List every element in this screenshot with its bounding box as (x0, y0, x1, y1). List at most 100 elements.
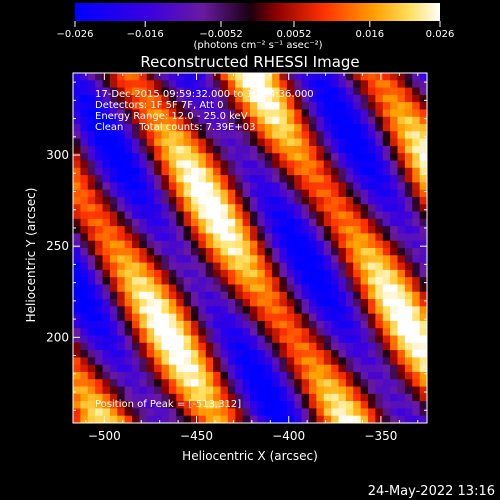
heatmap-cell (154, 306, 162, 315)
heatmap-cell (117, 138, 126, 147)
heatmap-cell (183, 393, 192, 402)
heatmap-cell (353, 401, 362, 409)
heatmap-cell (368, 145, 376, 154)
heatmap-cell (139, 350, 148, 358)
heatmap-cell (117, 415, 126, 423)
heatmap-cell (323, 277, 332, 285)
heatmap-cell (213, 73, 221, 81)
heatmap-cell (353, 80, 362, 88)
heatmap-cell (390, 277, 398, 285)
heatmap-cell (412, 335, 421, 344)
heatmap-cell (331, 131, 339, 140)
heatmap-cell (294, 299, 303, 307)
heatmap-cell (301, 233, 310, 242)
heatmap-cell (316, 109, 325, 118)
heatmap-cell (117, 342, 126, 351)
heatmap-cell (264, 306, 273, 315)
heatmap-cell (286, 204, 295, 212)
heatmap-cell (323, 124, 332, 132)
heatmap-cell (132, 320, 140, 329)
heatmap-cell (227, 240, 236, 249)
heatmap-cell (191, 320, 199, 329)
heatmap-cell (198, 386, 207, 395)
heatmap-cell (227, 291, 236, 300)
heatmap-cell (198, 240, 207, 249)
heatmap-cell (286, 328, 295, 336)
heatmap-cell (168, 87, 177, 96)
heatmap-cell (323, 233, 332, 242)
heatmap-cell (279, 153, 288, 161)
heatmap-cell (257, 189, 266, 198)
heatmap-cell (176, 386, 185, 395)
heatmap-cell (176, 299, 185, 307)
heatmap-cell (279, 364, 288, 373)
heatmap-cell (213, 109, 221, 118)
heatmap-cell (301, 408, 310, 417)
heatmap-cell (286, 401, 295, 409)
heatmap-cell (220, 335, 229, 344)
heatmap-cell (168, 350, 177, 358)
heatmap-cell (390, 182, 398, 191)
heatmap-cell (375, 284, 384, 293)
heatmap-cell (382, 357, 391, 366)
heatmap-cell (316, 393, 325, 402)
heatmap-cell (227, 80, 236, 88)
heatmap-cell (191, 291, 199, 300)
heatmap-cell (95, 342, 103, 351)
heatmap-cell (235, 240, 244, 249)
heatmap-cell (168, 386, 177, 395)
heatmap-cell (109, 145, 118, 154)
heatmap-cell (198, 401, 207, 409)
heatmap-cell (87, 313, 96, 322)
heatmap-cell (286, 335, 295, 344)
heatmap-cell (191, 189, 199, 198)
heatmap-cell (345, 167, 354, 176)
heatmap-cell (404, 277, 413, 285)
heatmap-cell (161, 160, 170, 169)
heatmap-cell (139, 218, 148, 227)
heatmap-cell (242, 415, 251, 423)
heatmap-cell (419, 131, 427, 140)
heatmap-cell (264, 87, 273, 96)
heatmap-cell (102, 138, 111, 147)
heatmap-cell (205, 182, 214, 191)
heatmap-cell (161, 94, 170, 103)
heatmap-cell (294, 124, 303, 132)
heatmap-cell (132, 306, 140, 315)
heatmap-cell (250, 350, 258, 358)
heatmap-cell (397, 87, 406, 96)
heatmap-cell (205, 189, 214, 198)
heatmap-cell (360, 153, 369, 161)
heatmap-cell (390, 226, 398, 234)
heatmap-cell (323, 138, 332, 147)
heatmap-cell (257, 109, 266, 118)
heatmap-cell (286, 277, 295, 285)
heatmap-cell (154, 379, 162, 387)
heatmap-cell (323, 131, 332, 140)
heatmap-cell (353, 211, 362, 220)
heatmap-cell (227, 320, 236, 329)
heatmap-cell (264, 218, 273, 227)
heatmap-cell (419, 313, 427, 322)
heatmap-cell (286, 116, 295, 125)
heatmap-cell (235, 379, 244, 387)
heatmap-cell (191, 138, 199, 147)
heatmap-cell (375, 167, 384, 176)
heatmap-cell (419, 386, 427, 395)
heatmap-cell (124, 182, 133, 191)
heatmap-cell (80, 167, 89, 176)
heatmap-cell (323, 73, 332, 81)
heatmap-cell (213, 364, 221, 373)
heatmap-cell (331, 102, 339, 110)
heatmap-cell (220, 248, 229, 256)
heatmap-cell (309, 320, 317, 329)
heatmap-cell (331, 73, 339, 81)
heatmap-cell (95, 408, 103, 417)
heatmap-cell (316, 364, 325, 373)
heatmap-cell (168, 299, 177, 307)
heatmap-cell (102, 109, 111, 118)
heatmap-cell (309, 284, 317, 293)
heatmap-cell (404, 255, 413, 263)
heatmap-cell (242, 401, 251, 409)
heatmap-cell (404, 306, 413, 315)
